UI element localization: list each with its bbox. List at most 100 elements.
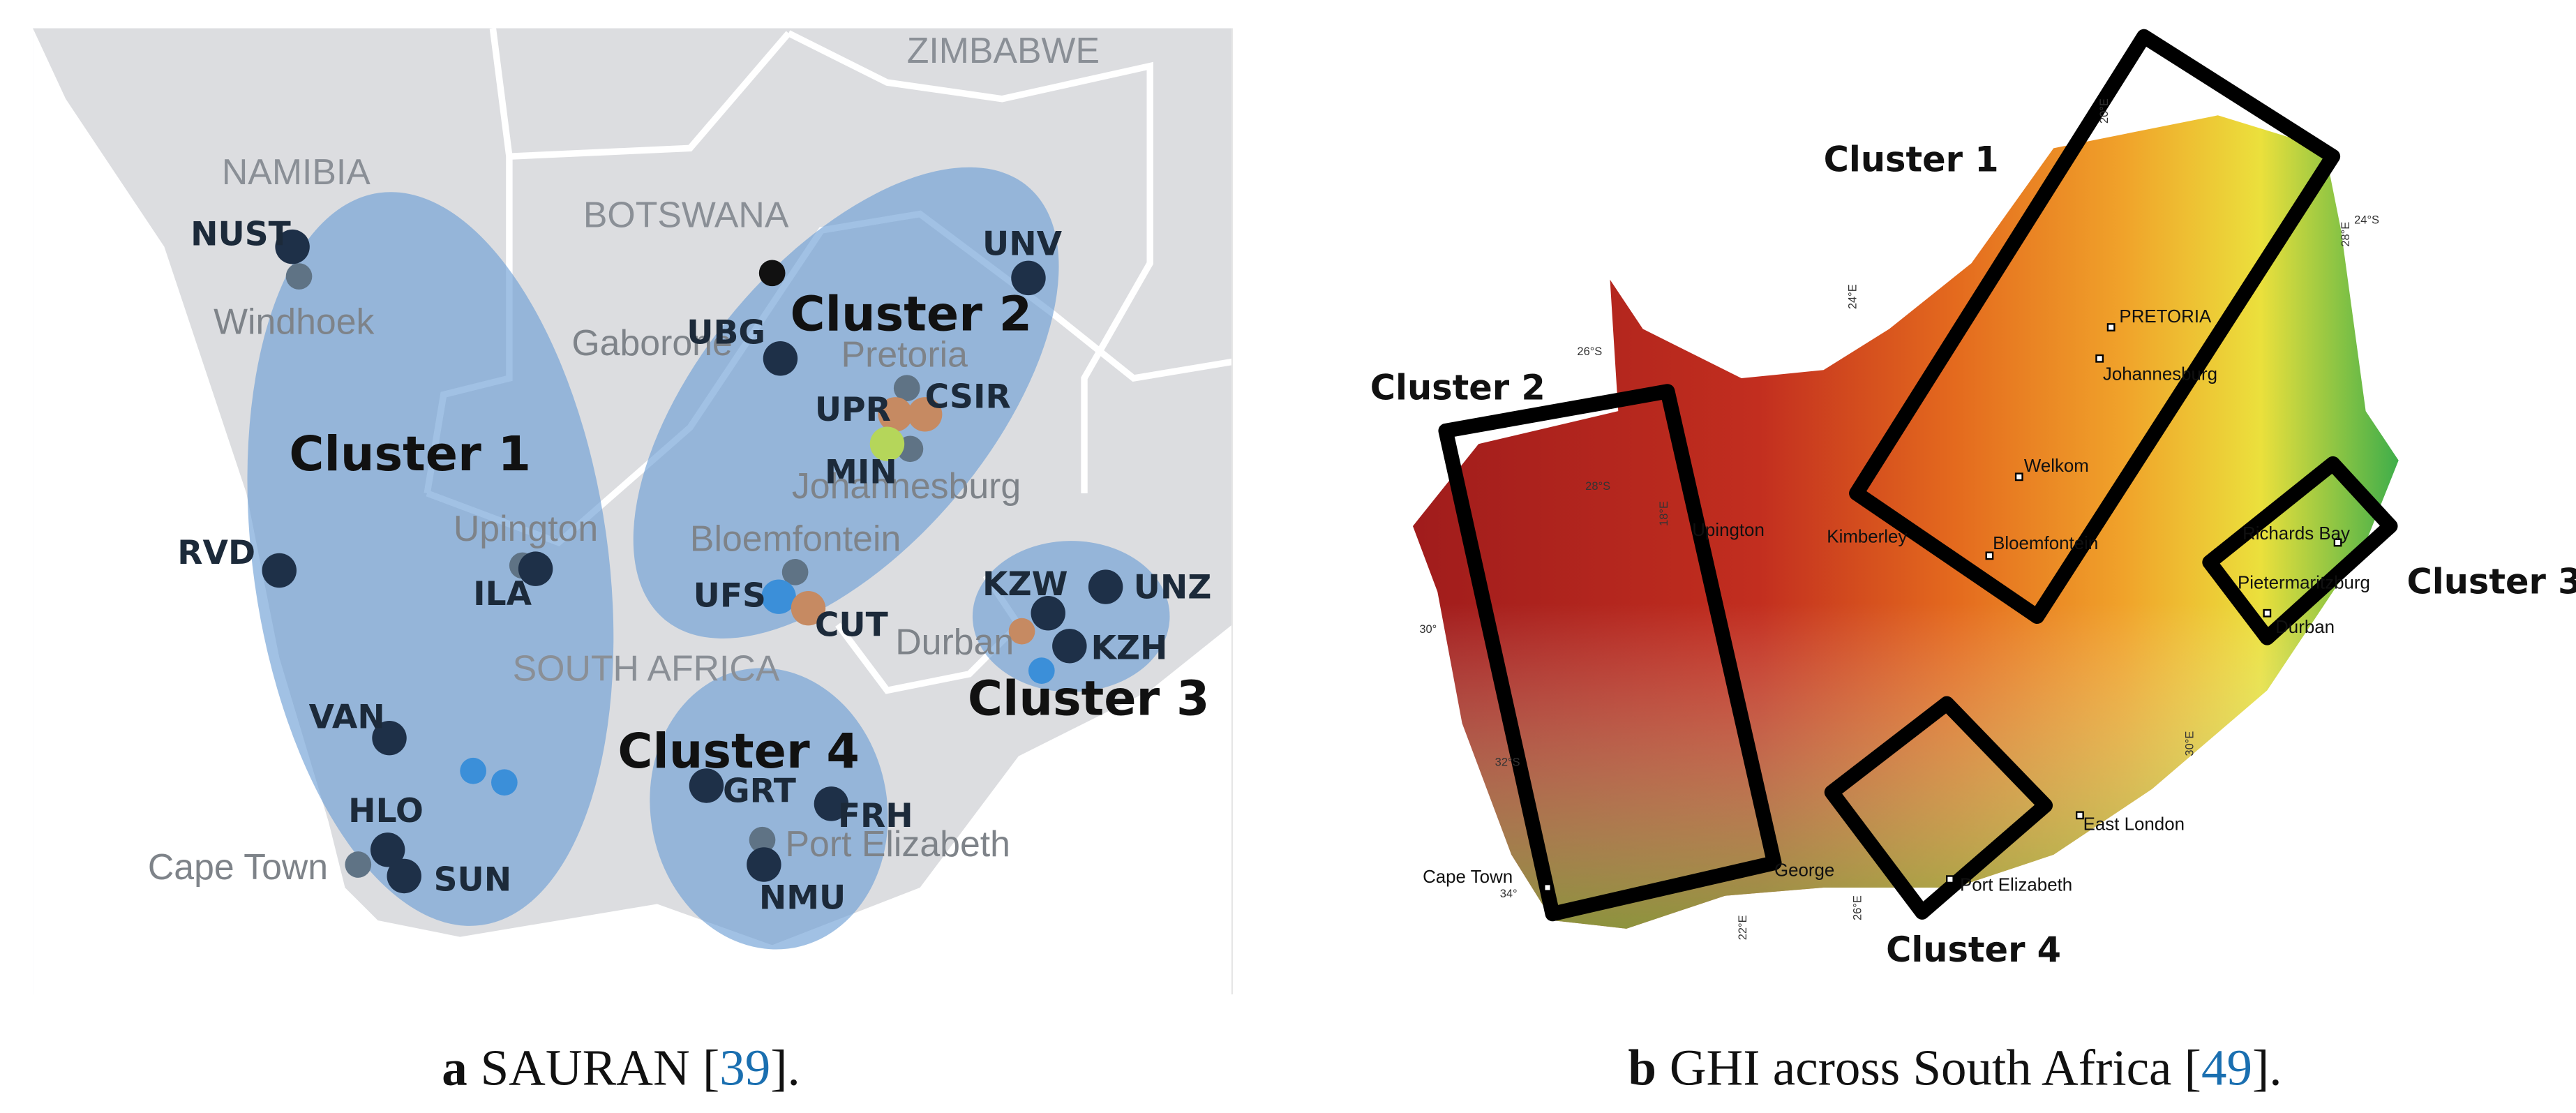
station-dot [1028,657,1055,684]
caption-label: b [1628,1040,1656,1096]
station-label: KZH [1091,629,1167,668]
station-label: RVD [177,534,255,572]
station-label: ILA [473,575,532,613]
station-label: NUST [190,215,291,253]
city-label: Upington [454,508,598,548]
city-label: Bloemfontein [690,518,901,558]
station-label: HLO [348,792,424,830]
city-marker [2263,608,2272,618]
station-dot [1088,569,1123,604]
country-label: SOUTH AFRICA [513,648,780,688]
caption-text: SAURAN [ [481,1040,720,1096]
station-label: UBG [687,314,765,352]
station-label: UNZ [1134,569,1212,607]
station-label: MIN [825,454,897,492]
coordinate-label: 30° [1419,623,1437,636]
caption-text: GHI across South Africa [ [1670,1040,2201,1096]
city-label: Durban [2275,618,2335,637]
station-dot [460,757,486,784]
city-label: Pietermaritzburg [2238,573,2370,592]
station-dot [345,851,372,878]
map-a [33,27,1234,994]
station-label: KZW [982,565,1068,604]
station-dot [275,229,310,264]
city-label: Cape Town [148,846,328,887]
station-dot [814,786,849,821]
city-label: East London [2083,815,2185,835]
station-dot [907,397,943,432]
caption: a SAURAN [39]. [442,1040,800,1096]
station-dot [747,847,781,882]
station-dot [370,832,405,867]
station-label: FRH [838,797,913,835]
station-dot [689,768,724,803]
station-label: SUN [434,861,512,899]
station-dot [878,397,913,432]
city-marker [1946,875,1954,884]
cluster-label: Cluster 2 [791,287,1033,343]
station-dot [262,553,297,588]
station-label: CSIR [925,378,1011,416]
station-dot [1031,596,1065,631]
city-marker [2014,472,2023,481]
cluster-label: Cluster 4 [617,724,860,779]
station-dot [1052,629,1087,664]
country-label: NAMIBIA [222,151,370,192]
city-label: Kimberley [1827,527,1907,546]
station-dot [761,579,796,614]
country-label: BOTSWANA [583,194,789,234]
station-dot [1011,260,1046,296]
station-dot [518,551,553,586]
city-marker [1543,883,1552,892]
station-dot [869,426,905,461]
coordinate-label: 20°E [2098,98,2111,124]
city-marker [2106,323,2116,331]
city-marker [1985,551,1994,560]
city-label: Gaborone [571,322,732,363]
caption-label: a [442,1040,467,1096]
coordinate-label: 26°E [1852,895,1864,920]
labels: NAMIBIA BOTSWANA ZIMBABWE SOUTH AFRICA Windh… [148,30,2576,970]
coordinate-label: 22°E [1737,915,1749,940]
city-label: Windhoek [214,301,374,341]
city-label: Durban [895,622,1014,662]
coordinate-label: 28°E [2339,222,2352,247]
coordinate-label: 34° [1500,888,1518,900]
caption: b GHI across South Africa [49]. [1628,1040,2282,1096]
coordinate-label: 28°S [1585,480,1610,493]
cluster-label: Cluster 3 [2406,561,2576,602]
city-label: Pretoria [841,334,968,375]
caption-ref: 39 [719,1040,770,1096]
city-label: Cape Town [1423,867,1513,887]
station-label: NMU [759,879,846,918]
station-dot [781,559,809,585]
station-dot [749,826,776,853]
station-dot [387,858,421,894]
country-label: ZIMBABWE [907,30,1100,70]
station-dot [372,720,407,756]
station-label: UPR [815,391,891,429]
coordinate-label: 26°S [1577,345,1602,358]
city-label: PRETORIA [2119,307,2212,327]
station-label: CUT [815,606,888,645]
city-marker [2333,538,2342,547]
station-dot [285,263,313,290]
station-dot [1008,618,1035,645]
coordinate-label: 30°E [2183,731,2196,756]
city-label: Port Elizabeth [785,823,1010,864]
coordinate-label: 24°S [2354,214,2379,227]
station-label: GRT [723,772,796,811]
coordinate-label: 24°E [1847,284,1859,309]
coordinate-label: 18°E [1658,501,1670,526]
city-label: Welkom [2024,456,2089,476]
city-marker [2095,354,2104,363]
caption-ref: 49 [2201,1040,2252,1096]
cluster-label: Cluster 4 [1886,929,2061,970]
city-label: Bloemfontein [1993,534,2098,553]
city-label: Upington [1692,521,1765,540]
cluster-label: Cluster 3 [968,672,1210,727]
city-label: Port Elizabeth [1960,876,2072,895]
city-label: Johannesburg [792,465,1021,506]
